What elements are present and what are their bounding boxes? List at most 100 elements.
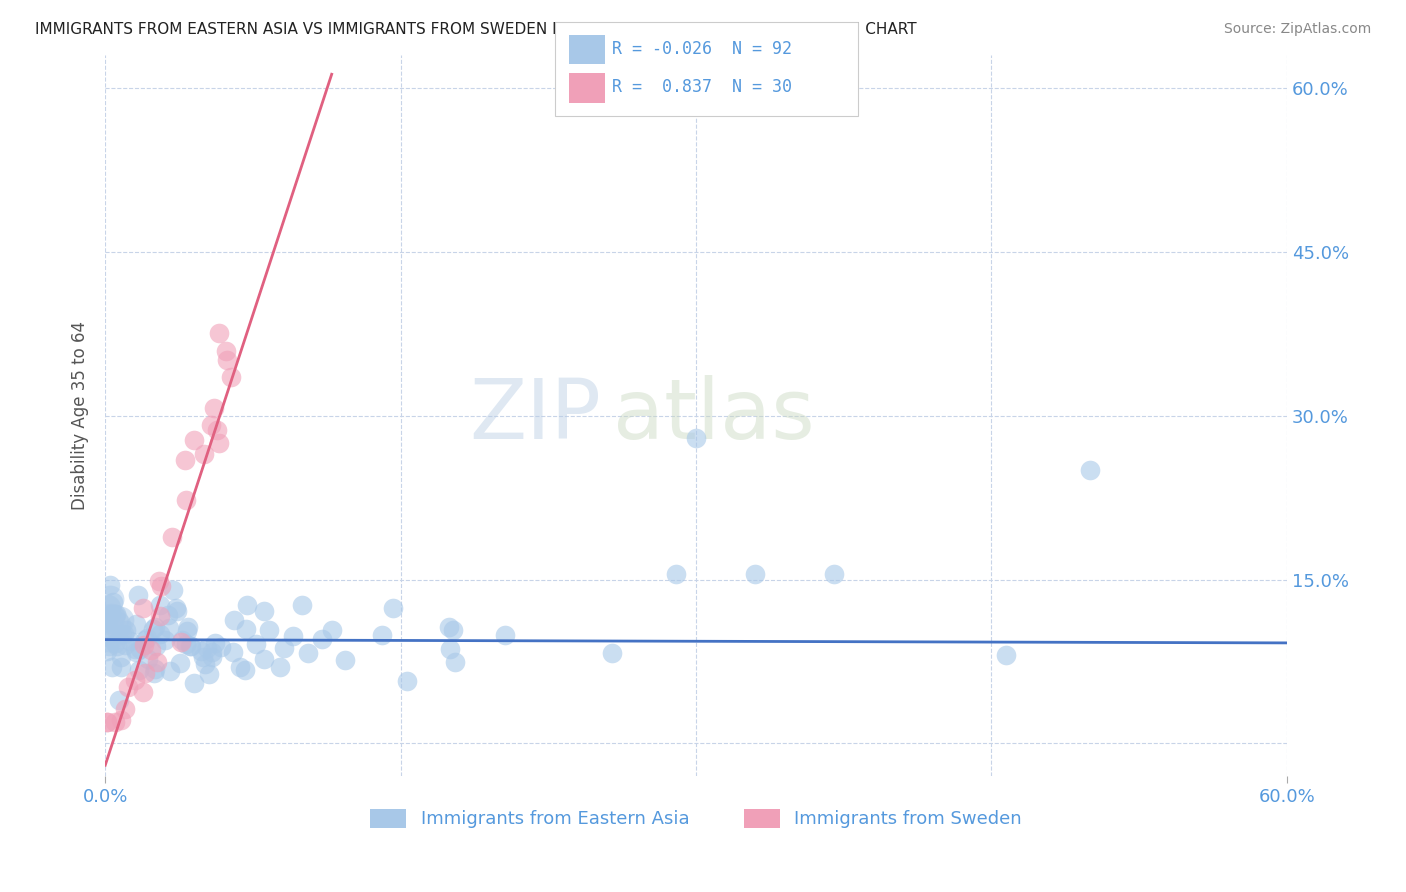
Point — [98, 592, 121, 607]
Point — [120, 633, 142, 648]
Point — [165, 601, 187, 615]
Point — [96, 644, 118, 658]
Point — [235, 623, 257, 637]
Point — [180, 640, 202, 654]
Point — [96, 610, 118, 624]
Point — [183, 675, 205, 690]
Point — [134, 638, 156, 652]
Point — [994, 648, 1017, 663]
Point — [439, 620, 461, 634]
Point — [269, 660, 291, 674]
Point — [149, 608, 172, 623]
Point — [153, 632, 176, 647]
Point — [215, 344, 238, 359]
Point — [1078, 463, 1101, 477]
Point — [148, 574, 170, 588]
Point — [143, 620, 166, 634]
Point — [245, 637, 267, 651]
Point — [125, 645, 148, 659]
Point — [600, 646, 623, 660]
Point — [96, 625, 118, 640]
Point — [108, 692, 131, 706]
Point — [194, 657, 217, 671]
Point — [157, 621, 180, 635]
Point — [195, 640, 218, 655]
Point — [174, 452, 197, 467]
Point — [138, 651, 160, 665]
Point — [190, 644, 212, 658]
Point — [100, 607, 122, 621]
Point — [124, 673, 146, 688]
Point — [170, 632, 193, 647]
Point — [174, 637, 197, 651]
Point — [333, 653, 356, 667]
Point — [273, 640, 295, 655]
Point — [162, 582, 184, 597]
Point — [297, 646, 319, 660]
Point — [100, 609, 122, 624]
Point — [136, 631, 159, 645]
Point — [156, 607, 179, 622]
Point — [209, 640, 232, 655]
Point — [200, 649, 222, 664]
Point — [253, 604, 276, 618]
Point — [257, 624, 280, 638]
Point — [104, 635, 127, 649]
Point — [236, 599, 259, 613]
Point — [108, 613, 131, 627]
Point — [103, 595, 125, 609]
Point — [105, 607, 128, 621]
Point — [143, 665, 166, 680]
Point — [169, 656, 191, 670]
Point — [110, 626, 132, 640]
Point — [105, 640, 128, 654]
Point — [198, 667, 221, 681]
Point — [96, 714, 118, 729]
Point — [98, 639, 121, 653]
Point — [176, 624, 198, 639]
Point — [134, 666, 156, 681]
Point — [494, 628, 516, 642]
Point — [110, 649, 132, 664]
Point — [117, 681, 139, 695]
Point — [145, 655, 167, 669]
Point — [193, 447, 215, 461]
Y-axis label: Disability Age 35 to 64: Disability Age 35 to 64 — [72, 321, 89, 510]
Point — [215, 352, 238, 367]
Text: atlas: atlas — [613, 376, 815, 456]
Point — [110, 713, 132, 727]
Point — [98, 632, 121, 646]
Point — [125, 617, 148, 632]
Point — [159, 664, 181, 678]
Point — [439, 642, 461, 657]
Point — [96, 714, 118, 729]
Point — [291, 598, 314, 612]
Point — [149, 598, 172, 612]
Point — [281, 629, 304, 643]
Point — [128, 663, 150, 677]
Point — [204, 636, 226, 650]
Point — [311, 632, 333, 646]
Point — [202, 401, 225, 415]
Point — [104, 714, 127, 729]
Legend: Immigrants from Eastern Asia, Immigrants from Sweden: Immigrants from Eastern Asia, Immigrants… — [363, 802, 1029, 836]
Point — [193, 650, 215, 665]
Point — [177, 619, 200, 633]
Point — [253, 652, 276, 666]
Point — [381, 600, 404, 615]
Text: R =  0.837  N = 30: R = 0.837 N = 30 — [612, 78, 792, 96]
Point — [443, 655, 465, 669]
Point — [114, 638, 136, 652]
Point — [201, 644, 224, 658]
Point — [183, 433, 205, 447]
Point — [105, 618, 128, 632]
Point — [128, 642, 150, 657]
Text: ZIP: ZIP — [470, 376, 602, 456]
Point — [665, 567, 688, 582]
Point — [149, 627, 172, 641]
Point — [139, 643, 162, 657]
Point — [115, 623, 138, 637]
Point — [143, 661, 166, 675]
Point — [205, 423, 228, 437]
Point — [179, 639, 201, 653]
